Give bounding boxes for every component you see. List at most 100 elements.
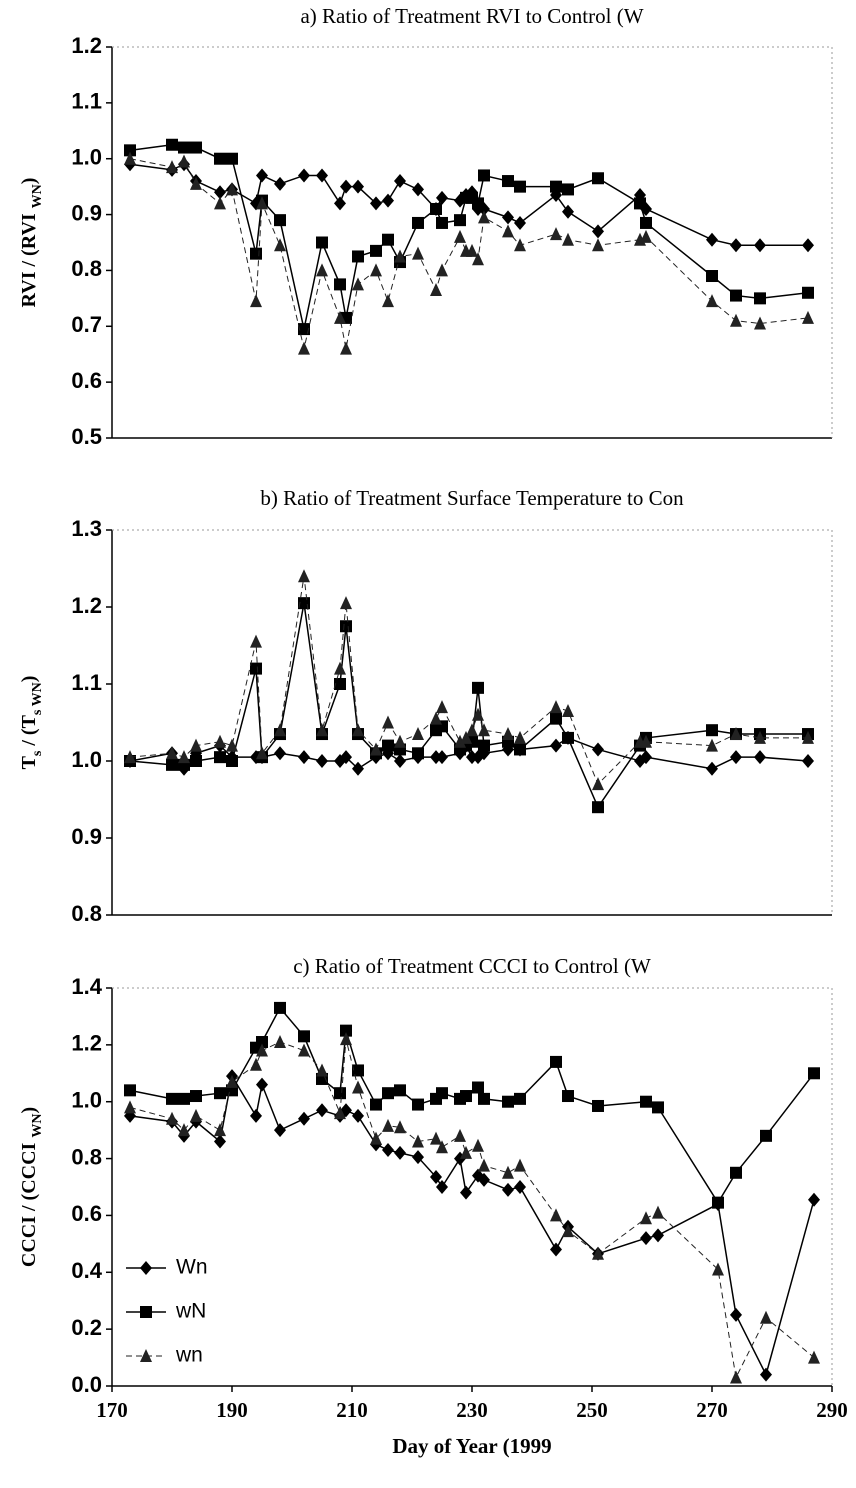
marker <box>382 233 394 246</box>
marker <box>316 168 328 183</box>
marker <box>214 1134 226 1149</box>
marker <box>412 1134 424 1148</box>
marker <box>370 1131 382 1145</box>
marker <box>166 1092 178 1105</box>
marker <box>178 1092 190 1105</box>
marker <box>226 738 238 752</box>
marker <box>592 1099 604 1112</box>
y-axis-label: RVI / (RVI WN) <box>18 178 45 308</box>
marker <box>124 144 136 157</box>
marker <box>352 277 364 291</box>
marker <box>334 661 346 675</box>
marker <box>592 742 604 757</box>
marker <box>640 734 652 748</box>
marker <box>190 141 202 154</box>
marker <box>730 289 742 302</box>
marker <box>334 196 346 211</box>
marker <box>394 1145 406 1160</box>
marker <box>412 727 424 741</box>
marker <box>274 1001 286 1014</box>
marker <box>436 750 448 765</box>
marker <box>178 1123 190 1137</box>
marker <box>592 1246 604 1260</box>
marker <box>316 1063 328 1077</box>
marker <box>550 227 562 241</box>
y-tick-label: 0.8 <box>71 1144 102 1169</box>
marker <box>412 1098 424 1111</box>
marker <box>460 730 472 744</box>
marker <box>562 232 574 246</box>
marker <box>514 238 526 252</box>
marker <box>502 210 514 225</box>
y-tick-label: 0.5 <box>71 424 102 449</box>
marker <box>460 1145 472 1159</box>
y-tick-label: 0.8 <box>71 901 102 926</box>
marker <box>550 1208 562 1222</box>
y-tick-label: 0.2 <box>71 1315 102 1340</box>
marker <box>502 1165 514 1179</box>
marker <box>298 168 310 183</box>
marker <box>214 185 226 200</box>
marker <box>178 141 190 154</box>
y-tick-label: 0.6 <box>71 368 102 393</box>
marker <box>352 250 364 263</box>
marker <box>808 1350 820 1364</box>
y-tick-label: 1.1 <box>71 89 102 114</box>
marker <box>316 1103 328 1118</box>
y-tick-label: 0.9 <box>71 824 102 849</box>
marker <box>454 734 466 748</box>
marker <box>274 214 286 227</box>
y-label-part: ) <box>18 1107 40 1114</box>
marker <box>178 750 190 764</box>
marker <box>352 723 364 737</box>
legend-label: Wn <box>176 1256 208 1279</box>
x-tick-label: 170 <box>96 1398 128 1422</box>
x-tick-label: 210 <box>336 1398 368 1422</box>
marker <box>316 754 328 768</box>
marker <box>412 246 424 260</box>
marker <box>436 700 448 714</box>
marker <box>256 1043 268 1057</box>
marker <box>472 707 484 721</box>
marker <box>760 1129 772 1142</box>
marker <box>652 1205 664 1219</box>
y-tick-label: 1.0 <box>71 747 102 772</box>
y-label-part: / (T <box>18 714 40 750</box>
marker <box>754 316 766 330</box>
marker <box>412 216 424 229</box>
y-tick-label: 1.3 <box>71 516 102 541</box>
marker <box>256 1077 268 1092</box>
marker <box>298 341 310 355</box>
y-tick-label: 0.4 <box>71 1258 102 1283</box>
marker <box>754 292 766 305</box>
series-line <box>129 1074 815 1377</box>
marker <box>316 263 328 277</box>
marker <box>502 175 514 188</box>
marker <box>754 750 766 765</box>
y-label-part: ) <box>18 178 40 185</box>
marker <box>502 1095 514 1108</box>
marker <box>454 1128 466 1142</box>
marker <box>274 746 286 761</box>
marker <box>190 1108 202 1122</box>
y-tick-label: 1.2 <box>71 1031 102 1056</box>
marker <box>472 681 484 694</box>
marker <box>706 232 718 247</box>
marker <box>274 723 286 737</box>
marker <box>478 1172 490 1187</box>
marker <box>166 746 178 760</box>
y-tick-label: 1.0 <box>71 1088 102 1113</box>
marker <box>514 730 526 744</box>
marker <box>352 1080 364 1094</box>
y-tick-label: 0.9 <box>71 200 102 225</box>
series-line <box>129 158 809 349</box>
marker <box>562 204 574 219</box>
marker <box>592 172 604 185</box>
marker <box>124 151 136 165</box>
y-label-part: WN <box>30 184 45 208</box>
marker <box>730 1307 742 1322</box>
marker <box>214 1087 226 1100</box>
marker <box>808 1192 820 1207</box>
marker <box>730 727 742 741</box>
marker <box>256 168 268 183</box>
